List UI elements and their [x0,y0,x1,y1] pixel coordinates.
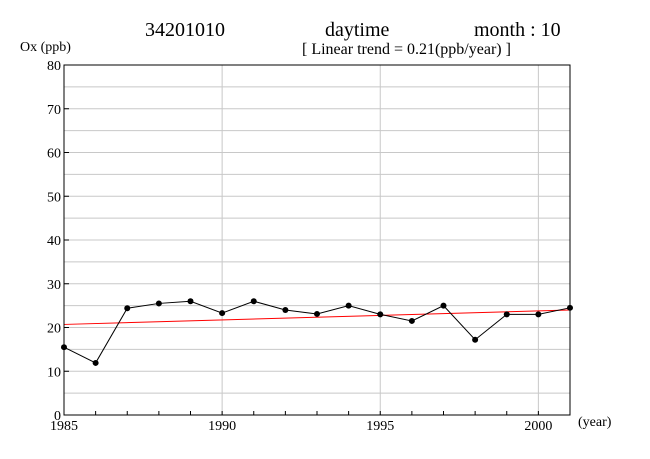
x-tick-label: 1985 [50,419,78,434]
y-tick-label: 50 [47,190,61,205]
y-tick-label: 30 [47,278,61,293]
data-point [250,298,257,305]
data-point [187,298,194,305]
grid-lines [63,64,571,416]
data-point [92,359,99,366]
y-tick-label: 60 [47,147,61,162]
data-point [503,311,510,318]
y-tick-label: 70 [47,103,61,118]
y-tick-label: 0 [54,409,61,424]
data-point [282,307,289,313]
trend-label: [ Linear trend = 0.21(ppb/year) ] [302,41,511,58]
period-label: daytime [325,19,390,41]
plot-frame [63,64,571,416]
data-point [124,305,131,312]
linear-trend-line [63,309,571,325]
data-point [345,302,352,309]
data-point [408,317,415,324]
x-axis-label: (year) [578,415,612,430]
data-point [535,311,542,318]
x-tick-label: 2000 [524,419,552,434]
y-tick-label: 20 [47,322,61,337]
data-point [219,310,226,317]
series-line [63,300,571,364]
station-id: 34201010 [145,19,225,41]
data-point [155,300,162,307]
data-point [440,302,447,309]
x-tick-label: 1995 [366,419,394,434]
data-point [472,336,479,343]
month-label: month : 10 [474,19,561,41]
x-tick-label: 1990 [208,419,236,434]
y-axis-label: Ox (ppb) [20,40,71,55]
data-point [314,310,320,317]
y-tick-label: 10 [47,365,61,380]
tick-labels: 0 10 20 30 40 50 60 70 80 1985 1990 1995 2000 [47,59,552,434]
y-tick-label: 40 [47,234,61,249]
data-point [377,311,384,318]
y-tick-label: 80 [47,59,61,74]
trend-line-group [63,309,571,325]
series-group [61,298,573,366]
